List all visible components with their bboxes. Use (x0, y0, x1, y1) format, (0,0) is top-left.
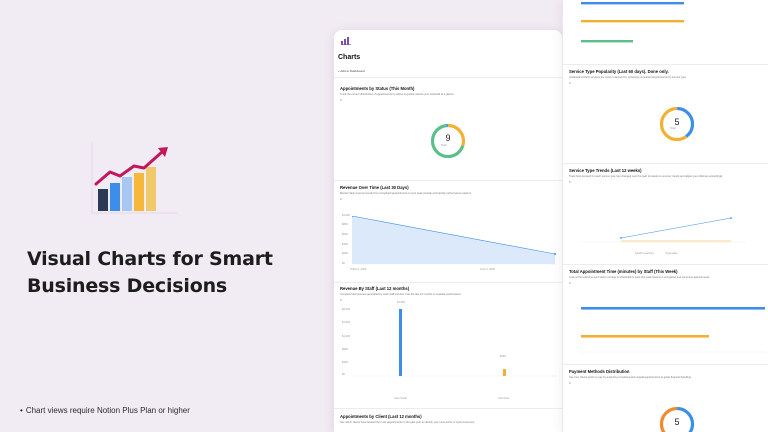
bar-john-doe (503, 369, 506, 376)
section-description: Track how demand for each service type h… (569, 175, 723, 178)
divider (334, 77, 562, 78)
legend-health-coaching: Health coaching (635, 252, 654, 255)
y-tick: $2,000 (342, 308, 350, 311)
divider (334, 408, 562, 409)
divider (334, 282, 562, 283)
y-tick: $1,600 (342, 321, 350, 324)
page-title: Charts (338, 54, 361, 61)
section-title: Service Type Popularity (Last 60 days). … (569, 69, 669, 74)
plus-icon: + (338, 69, 341, 73)
y-tick: $200 (342, 252, 348, 255)
section-description: See how clients prefer to pay by analyzi… (569, 376, 692, 379)
service-popularity-donut[interactable] (657, 104, 697, 144)
view-chip[interactable]: 0 (569, 281, 571, 285)
donut-total-label: Total (670, 127, 676, 130)
view-chip[interactable]: 0 (569, 381, 571, 385)
section-title: Appointments by Status (This Month) (340, 86, 415, 91)
section-title: Appointments by Client (Last 12 months) (340, 414, 422, 419)
chart-app-icon (341, 37, 351, 45)
section-title: Revenue By Staff (Last 12 months) (340, 286, 410, 291)
y-tick: $800 (342, 223, 348, 226)
y-tick: $1,000 (342, 214, 350, 217)
divider (563, 264, 768, 265)
donut-total-label: Total (441, 144, 447, 147)
y-tick: $1,200 (342, 335, 350, 338)
bar-value-label: $150 (500, 355, 506, 358)
view-chip[interactable]: 0 (340, 98, 342, 102)
x-tick: June 6, 2025 (480, 268, 495, 271)
divider (334, 180, 562, 181)
view-chip[interactable]: 0 (569, 180, 571, 184)
add-to-dashboard-link[interactable]: + Add to Dashboard (338, 69, 365, 73)
revenue-over-time-chart[interactable] (352, 216, 557, 268)
y-tick: $0 (342, 373, 345, 376)
section-description: See which clients have booked the most a… (340, 421, 475, 424)
y-tick: $400 (342, 243, 348, 246)
y-tick: $0 (342, 262, 345, 265)
divider (563, 64, 768, 65)
section-title: Total Appointment Time (minutes) by Staf… (569, 269, 678, 274)
x-tick: Jane Smith (394, 397, 407, 400)
revenue-by-staff-chart[interactable] (352, 305, 557, 377)
section-description: Look at the total time each team member … (569, 276, 711, 279)
service-trends-chart[interactable] (581, 198, 746, 244)
section-description: Compare total revenue generated by each … (340, 293, 462, 296)
bullet-icon: • (20, 406, 23, 415)
bar-jane-smith (399, 309, 402, 376)
section-title: Payment Methods Distribution (569, 369, 630, 374)
plan-footnote: • Chart views require Notion Plus Plan or… (20, 406, 190, 415)
donut-total-value: 9 (445, 133, 451, 143)
x-tick: Today 5, 2025 (350, 268, 367, 271)
donut-total-value: 5 (674, 417, 680, 427)
total-time-by-staff-chart[interactable] (581, 298, 766, 354)
view-chip[interactable]: 0 (569, 81, 571, 85)
section-description: Track the current distribution of appoin… (340, 93, 455, 96)
donut-total-value: 5 (674, 117, 680, 127)
view-chip[interactable]: 0 (340, 197, 342, 201)
divider (563, 364, 768, 365)
section-description: Monitor daily revenue trends from comple… (340, 192, 472, 195)
payment-methods-donut[interactable] (657, 404, 697, 432)
y-tick: $800 (342, 348, 348, 351)
appointments-donut[interactable] (428, 121, 468, 161)
footnote-text: Chart views require Notion Plus Plan or … (25, 406, 190, 415)
x-tick: John Doe (498, 397, 510, 400)
headline-line-2: Business Decisions (27, 275, 228, 297)
top-bar-chart[interactable] (581, 0, 741, 48)
bar-value-label: $1,950 (397, 301, 405, 304)
charts-page-panel: Charts + Add to Dashboard Appointments b… (334, 30, 562, 432)
charts-page-panel-continued: Service Type Popularity (Last 60 days). … (562, 0, 768, 432)
headline: Visual Charts for Smart Business Decisio… (27, 246, 273, 300)
section-title: Revenue Over Time (Last 30 Days) (340, 185, 409, 190)
y-tick: $600 (342, 233, 348, 236)
legend-yoga-class: Yoga class (665, 252, 678, 255)
bar-chart-growth-icon (91, 142, 178, 214)
y-tick: $400 (342, 361, 348, 364)
section-title: Service Type Trends (Last 12 weeks) (569, 168, 642, 173)
divider (563, 163, 768, 164)
headline-line-1: Visual Charts for Smart (27, 248, 273, 270)
section-description: Understand which services are most in de… (569, 76, 687, 79)
view-chip[interactable]: 0 (340, 298, 342, 302)
